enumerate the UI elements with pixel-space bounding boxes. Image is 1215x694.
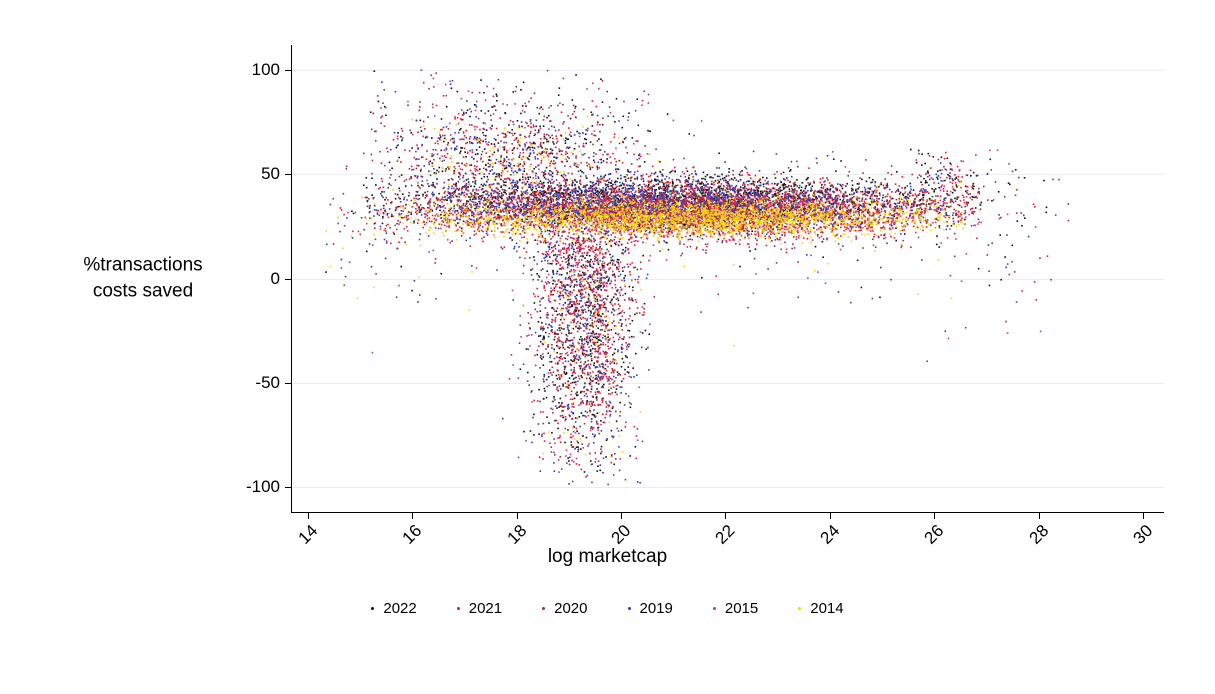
y-tick-label: -50 [255,372,280,392]
legend-marker-icon [542,607,546,610]
scatter-points-canvas [292,45,1164,512]
x-tick-label: 30 [1129,521,1157,548]
legend-item-2022: 2022 [371,600,417,617]
x-tick-label: 26 [920,521,948,548]
x-tick-mark [829,513,831,519]
y-tick-mark [285,278,291,280]
x-tick-mark [1143,513,1145,519]
legend-label: 2021 [468,600,503,617]
legend: 2022 2021 2020 2019 2015 2014 [0,600,1215,617]
x-tick-mark [307,513,309,519]
x-tick-mark [725,513,727,519]
y-tick-mark [285,70,291,72]
y-tick-label: 50 [261,164,280,184]
x-tick-mark [412,513,414,519]
x-tick-label: 14 [294,521,322,548]
x-tick-label: 16 [398,521,426,548]
y-tick-mark [285,174,291,176]
x-tick-mark [934,513,936,519]
legend-item-2015: 2015 [712,600,759,617]
x-tick-label: 20 [607,521,635,548]
y-tick-label: 100 [251,60,280,80]
legend-marker-icon [798,607,802,610]
y-tick-label: -100 [245,476,280,496]
x-tick-mark [620,513,622,519]
plot-area: -100 -50 0 50 100 14 16 18 20 22 24 26 28 30 [246,45,1164,548]
x-tick-label: 22 [712,521,739,548]
y-axis-label: %transactions costs saved [83,254,203,301]
legend-item-2014: 2014 [798,600,844,617]
legend-label: 2020 [554,600,588,617]
legend-label: 2022 [383,600,417,617]
x-tick-label: 28 [1025,521,1053,548]
x-tick-label: 24 [816,521,844,548]
legend-item-2019: 2019 [627,600,673,617]
legend-item-2020: 2020 [542,600,588,617]
legend-marker-icon [712,607,716,610]
x-tick-mark [516,513,518,519]
x-tick-mark [1038,513,1040,519]
x-axis-label: log marketcap [547,546,668,567]
legend-label: 2019 [639,600,673,617]
legend-marker-icon [627,607,631,610]
y-tick-mark [285,486,291,488]
legend-label: 2014 [810,600,844,617]
legend-item-2021: 2021 [456,600,503,617]
legend-marker-icon [371,607,375,610]
legend-marker-icon [456,607,460,610]
legend-label: 2015 [724,600,759,617]
y-tick-label: 0 [270,268,280,288]
y-tick-mark [285,382,291,384]
x-tick-label: 18 [503,521,530,548]
